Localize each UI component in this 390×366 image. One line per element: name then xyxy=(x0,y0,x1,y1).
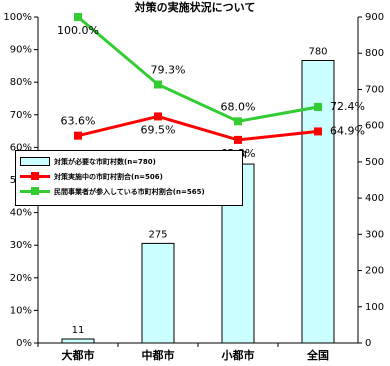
y2-tick-label: 600 xyxy=(365,121,384,132)
legend-label: 対策実施中の市町村割合(n=506) xyxy=(54,173,163,181)
line-marker xyxy=(154,80,162,89)
y-tick-label: 60% xyxy=(10,142,32,153)
line-marker xyxy=(74,13,82,21)
legend-label: 対策が必要な市町村数(n=780) xyxy=(54,158,156,166)
y2-tick-label: 500 xyxy=(365,157,384,168)
legend-key xyxy=(20,157,50,166)
y2-tick-label: 900 xyxy=(365,12,384,23)
y-tick-label: 100% xyxy=(3,12,32,23)
line-marker xyxy=(154,112,162,121)
line xyxy=(77,15,319,123)
legend-label: 民間事業者が参入している市町村割合(n=565) xyxy=(54,188,205,196)
y-tick-label: 10% xyxy=(10,305,32,316)
y2-tick-label: 300 xyxy=(365,229,384,240)
x-tick-label: 大都市 xyxy=(62,348,95,362)
y2-tick-label: 0 xyxy=(365,338,371,349)
y-tick-label: 80% xyxy=(10,77,32,88)
y-tick-label: 90% xyxy=(10,45,32,56)
y-tick-label: 30% xyxy=(10,240,32,251)
y2-tick-label: 100 xyxy=(365,302,384,313)
legend-marker xyxy=(31,172,39,180)
legend-item: 民間事業者が参入している市町村割合(n=565) xyxy=(20,187,238,197)
y2-tick-label: 800 xyxy=(365,48,384,59)
legend-key xyxy=(20,172,50,180)
line-marker xyxy=(234,117,242,126)
line-value-label: 63.6% xyxy=(61,115,96,128)
line-value-label: 68.0% xyxy=(221,100,256,113)
line-value-label: 100.0% xyxy=(57,24,99,37)
y-tick-label: 0% xyxy=(16,338,32,349)
bar-value-label: 11 xyxy=(72,325,85,336)
x-tick-label: 小都市 xyxy=(221,348,255,362)
chart-title: 対策の実施状況について xyxy=(134,0,256,14)
legend-item: 対策が必要な市町村数(n=780) xyxy=(20,157,238,167)
bar xyxy=(141,242,175,344)
y-tick-label: 70% xyxy=(10,110,32,121)
legend-key xyxy=(20,187,50,195)
legend-swatch xyxy=(20,157,50,166)
y2-tick-label: 400 xyxy=(365,193,384,204)
line-marker xyxy=(234,135,242,144)
line-value-label: 69.5% xyxy=(141,123,176,136)
bar-value-label: 780 xyxy=(308,46,327,57)
y-tick-label: 40% xyxy=(10,208,32,219)
y2-tick-label: 700 xyxy=(365,84,384,95)
x-tick-label: 中都市 xyxy=(142,348,175,362)
line xyxy=(77,114,319,142)
bar xyxy=(61,338,95,344)
legend-marker xyxy=(31,187,39,195)
bar-value-label: 275 xyxy=(148,229,167,240)
line-value-label: 64.9% xyxy=(330,124,365,137)
x-tick-label: 全国 xyxy=(306,348,329,362)
line-value-label: 79.3% xyxy=(151,63,186,76)
line-marker xyxy=(314,127,322,136)
line-value-label: 72.4% xyxy=(330,100,365,113)
line-marker xyxy=(314,102,322,111)
legend-item: 対策実施中の市町村割合(n=506) xyxy=(20,172,238,182)
legend: 対策が必要な市町村数(n=780) 対策実施中の市町村割合(n=506) 民間事業者… xyxy=(15,150,243,206)
y2-tick-label: 200 xyxy=(365,266,384,277)
y-tick-label: 20% xyxy=(10,273,32,284)
line-marker xyxy=(74,131,82,140)
